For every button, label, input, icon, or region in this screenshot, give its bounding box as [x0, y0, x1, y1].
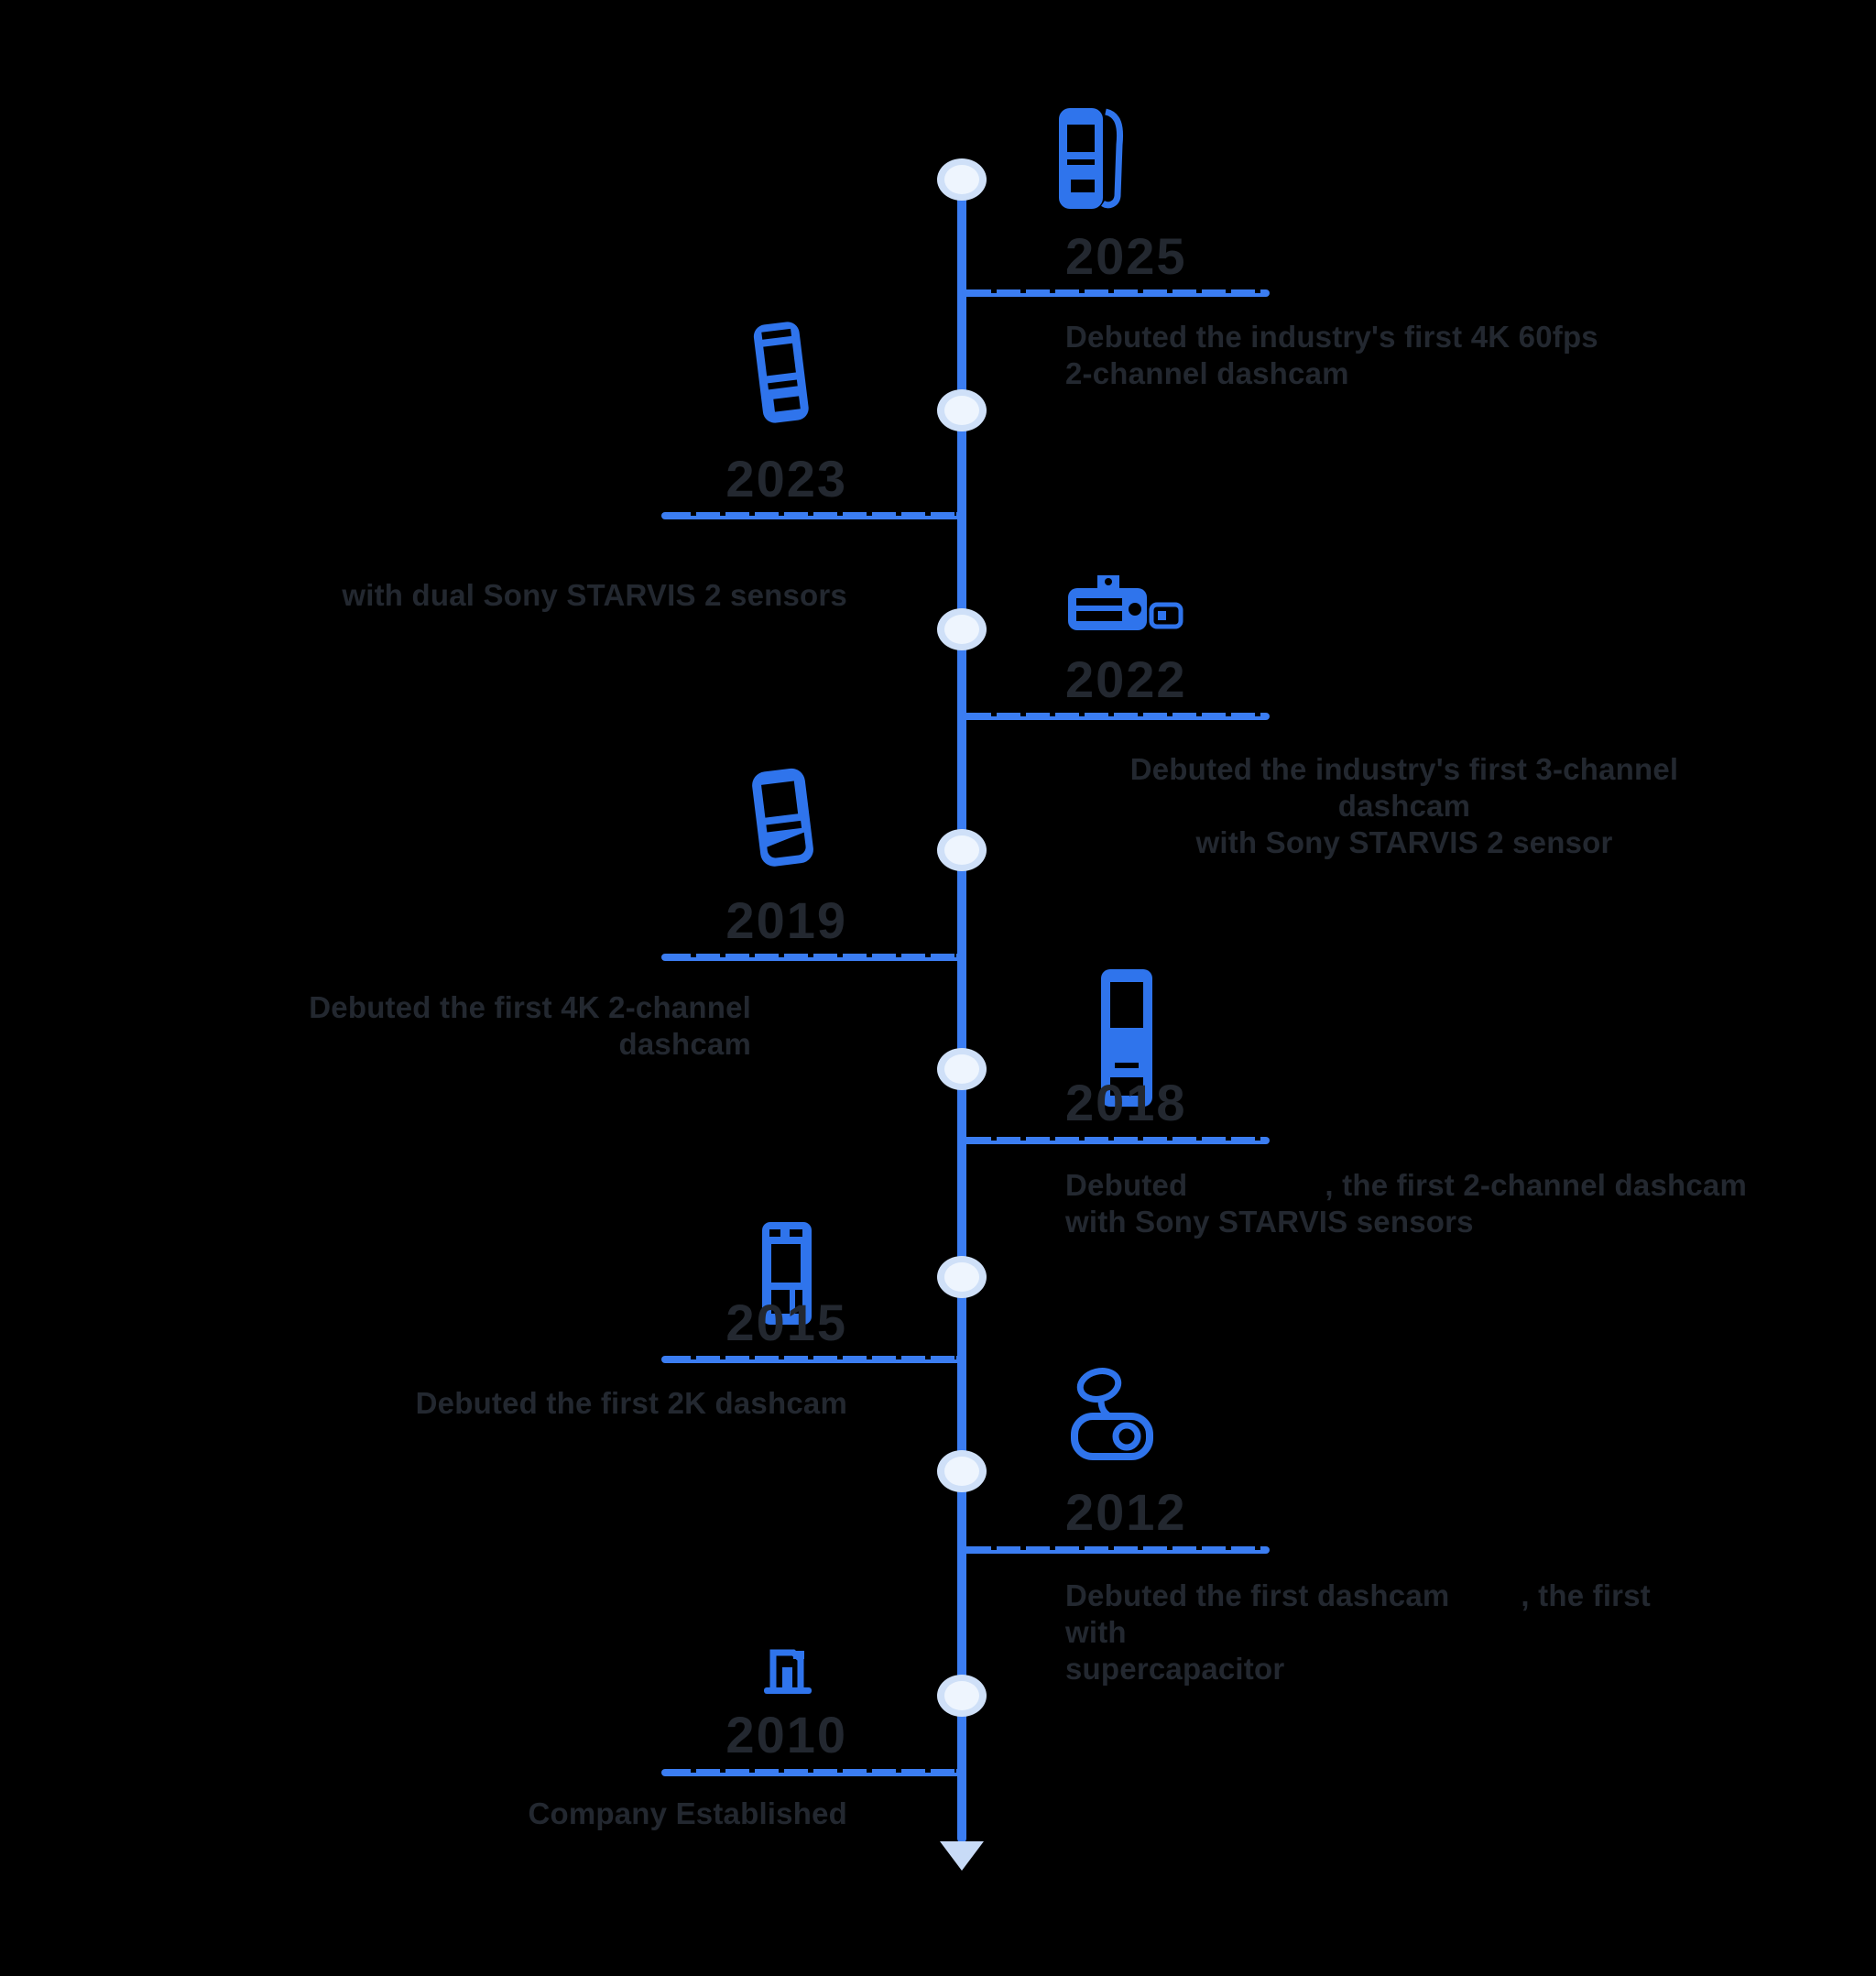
description-line: with Sony STARVIS sensors	[1065, 1204, 1816, 1240]
description-text: Debuted the industry's first 4K 60fps	[1065, 320, 1598, 354]
year-label: 2023	[725, 450, 847, 508]
description-text: , the first	[1521, 1578, 1651, 1612]
year-label: 2019	[725, 891, 847, 949]
description-line: supercapacitor	[1065, 1651, 1816, 1687]
connector-line	[962, 1137, 1270, 1144]
milestone-description: Debuted the industry's first 3-channel d…	[1065, 751, 1743, 861]
timeline-node	[937, 608, 987, 650]
timeline-node	[937, 1048, 987, 1090]
year-label: 2025	[1065, 227, 1187, 285]
connector-line	[962, 713, 1270, 720]
description-text: with	[1065, 1615, 1127, 1649]
timeline-node	[937, 1675, 987, 1717]
description-line: 2-channel dashcam	[1065, 355, 1816, 392]
description-text: with Sony STARVIS 2 sensor	[1195, 825, 1613, 859]
timeline-node-center	[944, 1681, 979, 1710]
timeline-node-center	[944, 165, 979, 194]
description-text: with Sony STARVIS sensors	[1065, 1205, 1474, 1239]
timeline-node	[937, 1256, 987, 1298]
description-text: 2-channel dashcam	[1065, 356, 1349, 390]
hidden-text-gap	[1449, 1605, 1521, 1606]
connector-line	[661, 1769, 962, 1776]
description-text: Debuted the industry's first 3-channel d…	[1129, 752, 1679, 823]
description-line: Company Established	[298, 1796, 847, 1832]
description-text: , the first 2-channel dashcam	[1325, 1168, 1748, 1202]
year-label: 2012	[1065, 1483, 1187, 1541]
timeline-node	[937, 1450, 987, 1492]
description-line: Debuted the industry's first 3-channel d…	[1065, 751, 1743, 824]
description-text: supercapacitor	[1065, 1652, 1285, 1686]
year-label: 2018	[1065, 1074, 1187, 1131]
description-line: Debuted the first dashcam , the first with	[1065, 1578, 1816, 1651]
timeline-node-center	[944, 396, 979, 425]
connector-line	[962, 289, 1270, 297]
connector-line	[661, 1356, 962, 1363]
timeline-node-center	[944, 1262, 979, 1292]
year-label: 2022	[1065, 650, 1187, 708]
milestone-description: Debuted the first 2K dashcam	[298, 1385, 847, 1422]
description-line: Debuted the first 4K 2-channel dashcam	[202, 989, 751, 1063]
milestone-description: Debuted , the first 2-channel dashcam with…	[1065, 1167, 1816, 1240]
timeline-node-center	[944, 615, 979, 644]
year-label: 2010	[725, 1706, 847, 1763]
description-text: Company Established	[528, 1796, 847, 1830]
milestone-description: Debuted the industry's first 4K 60fps 2-c…	[1065, 319, 1816, 392]
dashcam-3-channel-icon	[1066, 566, 1183, 656]
connector-line	[962, 1546, 1270, 1554]
description-line: with dual Sony STARVIS 2 sensors	[298, 577, 847, 614]
description-line: Debuted , the first 2-channel dashcam	[1065, 1167, 1816, 1204]
company-established-icon	[758, 1642, 817, 1698]
timeline-node	[937, 158, 987, 201]
description-line: Debuted the first 2K dashcam	[298, 1385, 847, 1422]
milestone-description: with dual Sony STARVIS 2 sensors	[298, 577, 847, 614]
hidden-text-gap	[1651, 1605, 1762, 1606]
timeline-node-center	[944, 1457, 979, 1486]
dashcam-dual-sensor-icon	[749, 319, 821, 429]
description-text: with dual Sony STARVIS 2 sensors	[342, 578, 847, 612]
year-label: 2015	[725, 1294, 847, 1351]
dashcam-supercapacitor-icon	[1070, 1365, 1156, 1468]
description-text: Debuted the first 2K dashcam	[415, 1386, 847, 1420]
description-line: Debuted the industry's first 4K 60fps	[1065, 319, 1816, 355]
description-text: Debuted the first dashcam	[1065, 1578, 1450, 1612]
dashcam-4k-2channel-icon	[746, 766, 824, 876]
description-line: with Sony STARVIS 2 sensor	[1065, 824, 1743, 861]
timeline-node-center	[944, 1054, 979, 1084]
dashcam-2k-icon	[760, 1218, 813, 1330]
milestone-description: Debuted the first dashcam , the first with…	[1065, 1578, 1816, 1687]
timeline-node	[937, 829, 987, 871]
down-arrow-icon	[940, 1841, 984, 1871]
dashcam-front-screen-icon	[1099, 967, 1154, 1108]
timeline-axis-line	[957, 180, 966, 1843]
description-text: Debuted	[1065, 1168, 1188, 1202]
timeline-node	[937, 389, 987, 431]
timeline-node-center	[944, 835, 979, 865]
connector-line	[661, 512, 962, 519]
milestone-description: Debuted the first 4K 2-channel dashcam	[202, 989, 751, 1063]
dashcam-4k-60fps-icon	[1055, 101, 1127, 216]
milestone-description: Company Established	[298, 1796, 847, 1832]
connector-line	[661, 954, 962, 961]
description-text: Debuted the first 4K 2-channel dashcam	[309, 990, 751, 1061]
